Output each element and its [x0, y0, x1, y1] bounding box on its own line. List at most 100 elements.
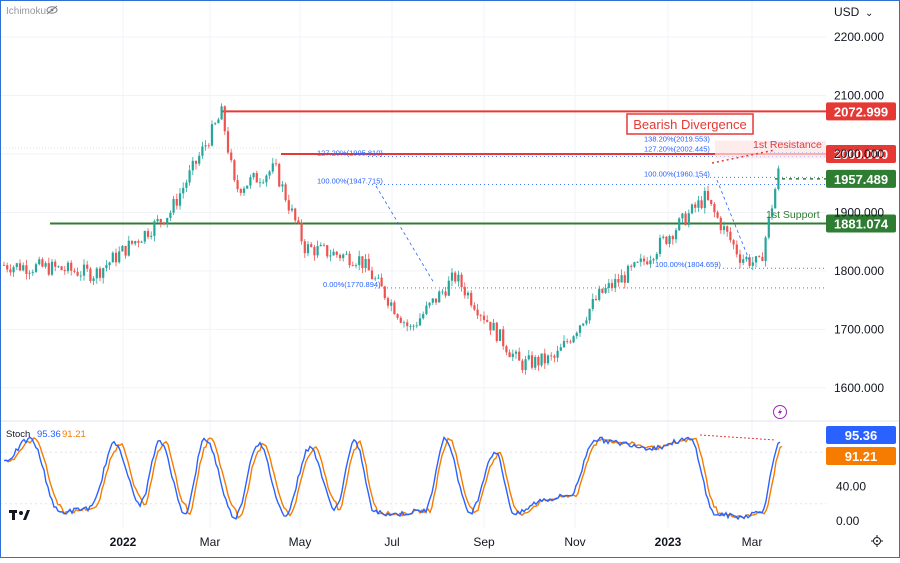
- candle-body: [34, 264, 38, 272]
- price-tick-label: 2200.000: [834, 30, 884, 44]
- candle-body: [358, 256, 361, 266]
- candle-body: [246, 185, 249, 189]
- candle-body: [345, 253, 348, 255]
- candle-body: [191, 160, 194, 171]
- candle-body: [745, 257, 748, 260]
- candle-body: [537, 357, 540, 366]
- candle-body: [143, 231, 146, 242]
- stoch-d-line: [5, 436, 783, 520]
- candle-body: [175, 198, 178, 206]
- stoch-k-value: 95.36: [37, 429, 61, 440]
- candle-body: [50, 261, 54, 275]
- fib-label: 100.00%(1947.715): [317, 177, 383, 186]
- candle-body: [38, 259, 41, 265]
- price-axis[interactable]: USD ⌄ 2200.000 2100.000 2000.000 1900.000 18…: [834, 5, 884, 395]
- candle-body: [300, 222, 303, 242]
- candle-body: [111, 252, 114, 263]
- candle-body: [217, 119, 220, 124]
- candle-body: [66, 262, 70, 272]
- candle-body: [518, 351, 521, 361]
- candle-body: [316, 246, 319, 256]
- candle-body: [406, 322, 409, 327]
- candle-body: [262, 182, 265, 184]
- candle-body: [310, 244, 313, 248]
- time-tick-label: Mar: [200, 535, 221, 549]
- price-tick-label: 1700.000: [834, 322, 884, 336]
- candle-body: [124, 245, 127, 256]
- candle-body: [492, 322, 495, 331]
- price-tick-label: 1600.000: [834, 381, 884, 395]
- chevron-down-icon[interactable]: ⌄: [865, 8, 873, 19]
- first-support-label: 1st Support: [766, 209, 820, 221]
- stoch-d-badge: [826, 447, 896, 465]
- candle-body: [489, 321, 492, 331]
- candle-body: [95, 268, 98, 279]
- currency-label: USD: [834, 5, 860, 19]
- candle-body: [521, 360, 524, 371]
- resistance-zone: [715, 140, 826, 159]
- settings-gear-icon[interactable]: [871, 535, 883, 547]
- candle-body: [655, 253, 658, 260]
- candle-body: [108, 262, 111, 266]
- candle-body: [495, 322, 498, 342]
- candle-body: [591, 298, 594, 309]
- candle-body: [438, 291, 441, 303]
- candle-body: [758, 256, 761, 258]
- candle-body: [428, 302, 431, 306]
- candle-body: [652, 259, 655, 261]
- candle-body: [322, 244, 326, 246]
- candle-body: [313, 247, 316, 256]
- candle-body: [162, 222, 166, 225]
- tradingview-logo: [9, 510, 30, 520]
- first-resistance-label: 1st Resistance: [753, 139, 822, 151]
- candle-body: [127, 240, 130, 256]
- annotations: Bearish Divergence 1st Resistance 1st Su…: [375, 113, 822, 284]
- candle-body: [598, 288, 601, 300]
- candle-body: [601, 288, 604, 293]
- bearish-divergence-label: Bearish Divergence: [633, 117, 746, 132]
- candle-body: [524, 359, 527, 371]
- candle-body: [364, 258, 367, 269]
- eye-icon[interactable]: [46, 5, 58, 15]
- price-badge: [826, 169, 896, 188]
- candle-body: [662, 236, 665, 238]
- price-divergence-line: [711, 149, 776, 164]
- stoch-k-line: [3, 436, 781, 521]
- candle-body: [268, 171, 271, 176]
- time-tick-label: Nov: [564, 535, 585, 549]
- candle-body: [137, 241, 140, 243]
- candle-body: [614, 279, 617, 288]
- candle-body: [713, 204, 716, 213]
- candle-body: [47, 263, 50, 275]
- candle-body: [473, 305, 476, 310]
- candle-body: [169, 212, 172, 218]
- candle-body: [274, 163, 278, 165]
- price-tick-label: 2100.000: [834, 89, 884, 103]
- lightning-icon[interactable]: [773, 405, 787, 419]
- candle-body: [367, 258, 370, 271]
- time-axis: 2022 Mar May Jul Sep Nov 2023 Mar: [110, 535, 763, 549]
- candle-body: [646, 261, 649, 265]
- candle-body: [559, 347, 562, 351]
- candle-body: [694, 204, 697, 208]
- price-tick-label: 2000.000: [834, 147, 884, 161]
- candle-body: [98, 268, 102, 278]
- candle-body: [114, 252, 118, 263]
- fibonacci-lines: 138.20%(2019.553)127.20%(2002.445) 127.20…: [317, 135, 826, 289]
- fib-label: 127.20%(2002.445): [644, 145, 710, 154]
- candle-body: [690, 204, 694, 214]
- candle-body: [604, 287, 607, 293]
- candle-body: [575, 332, 578, 337]
- candle-body: [578, 325, 582, 333]
- candle-body: [610, 283, 614, 288]
- candle-body: [697, 200, 700, 208]
- candle-body: [319, 244, 322, 247]
- candle-body: [338, 254, 342, 259]
- candle-body: [118, 251, 121, 263]
- candle-body: [185, 182, 188, 188]
- candle-body: [742, 259, 745, 263]
- candle-body: [348, 253, 351, 266]
- candle-body: [761, 256, 764, 261]
- candle-body: [239, 189, 242, 193]
